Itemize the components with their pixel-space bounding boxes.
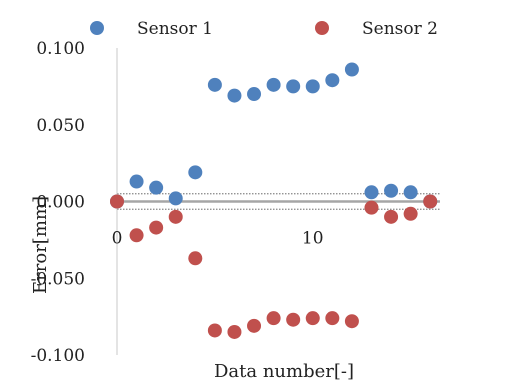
- data-point-sensor-1: [403, 185, 418, 200]
- data-point-sensor-2: [305, 311, 320, 326]
- data-point-sensor-1: [364, 185, 379, 200]
- data-point-sensor-2: [110, 194, 124, 209]
- data-point-sensor-1: [305, 79, 320, 94]
- y-axis-ticks: 0.100 0.050 0.000 -0.050 -0.100: [31, 39, 85, 366]
- data-point-sensor-1: [188, 165, 203, 180]
- data-point-sensor-2: [423, 194, 438, 209]
- legend-label-sensor-2: Sensor 2: [362, 19, 438, 39]
- data-point-sensor-1: [227, 88, 242, 103]
- y-tick-label: -0.050: [31, 269, 85, 289]
- data-point-sensor-2: [266, 311, 281, 326]
- y-axis-title: Error[mm]: [30, 196, 51, 294]
- data-point-sensor-2: [149, 220, 164, 235]
- y-tick-label: 0.100: [36, 39, 85, 59]
- x-tick-label: 0: [112, 229, 123, 249]
- data-point-sensor-2: [188, 251, 203, 266]
- data-point-sensor-1: [207, 77, 222, 92]
- data-point-sensor-1: [344, 62, 359, 77]
- data-point-sensor-1: [168, 191, 183, 206]
- data-point-sensor-2: [227, 324, 242, 339]
- x-axis-title: Data number[-]: [214, 361, 354, 382]
- data-point-sensor-2: [403, 206, 418, 221]
- legend-marker-sensor-1: [90, 21, 104, 35]
- data-point-sensor-2: [384, 209, 399, 224]
- data-point-sensor-1: [247, 87, 262, 102]
- x-axis-ticks: 0 10: [112, 229, 324, 249]
- data-point-sensor-1: [286, 79, 301, 94]
- data-point-sensor-1: [266, 77, 281, 92]
- data-point-sensor-2: [364, 200, 379, 215]
- data-point-sensor-2: [168, 209, 183, 224]
- data-point-sensor-1: [149, 180, 164, 195]
- y-tick-label: 0.000: [36, 193, 85, 213]
- legend-marker-sensor-2: [315, 21, 329, 35]
- data-point-sensor-1: [129, 174, 144, 189]
- x-tick-label: 10: [302, 229, 324, 249]
- data-point-sensor-2: [325, 311, 340, 326]
- legend-label-sensor-1: Sensor 1: [137, 19, 213, 39]
- data-point-sensor-2: [207, 323, 222, 338]
- y-tick-label: 0.050: [36, 116, 85, 136]
- data-point-sensor-1: [325, 73, 340, 88]
- y-tick-label: -0.100: [31, 346, 85, 366]
- data-points: [110, 62, 438, 339]
- data-point-sensor-1: [384, 183, 399, 198]
- data-point-sensor-2: [286, 312, 301, 327]
- data-point-sensor-2: [129, 228, 144, 243]
- legend: Sensor 1 Sensor 2: [90, 19, 438, 39]
- data-point-sensor-2: [344, 314, 359, 329]
- data-point-sensor-2: [247, 318, 262, 333]
